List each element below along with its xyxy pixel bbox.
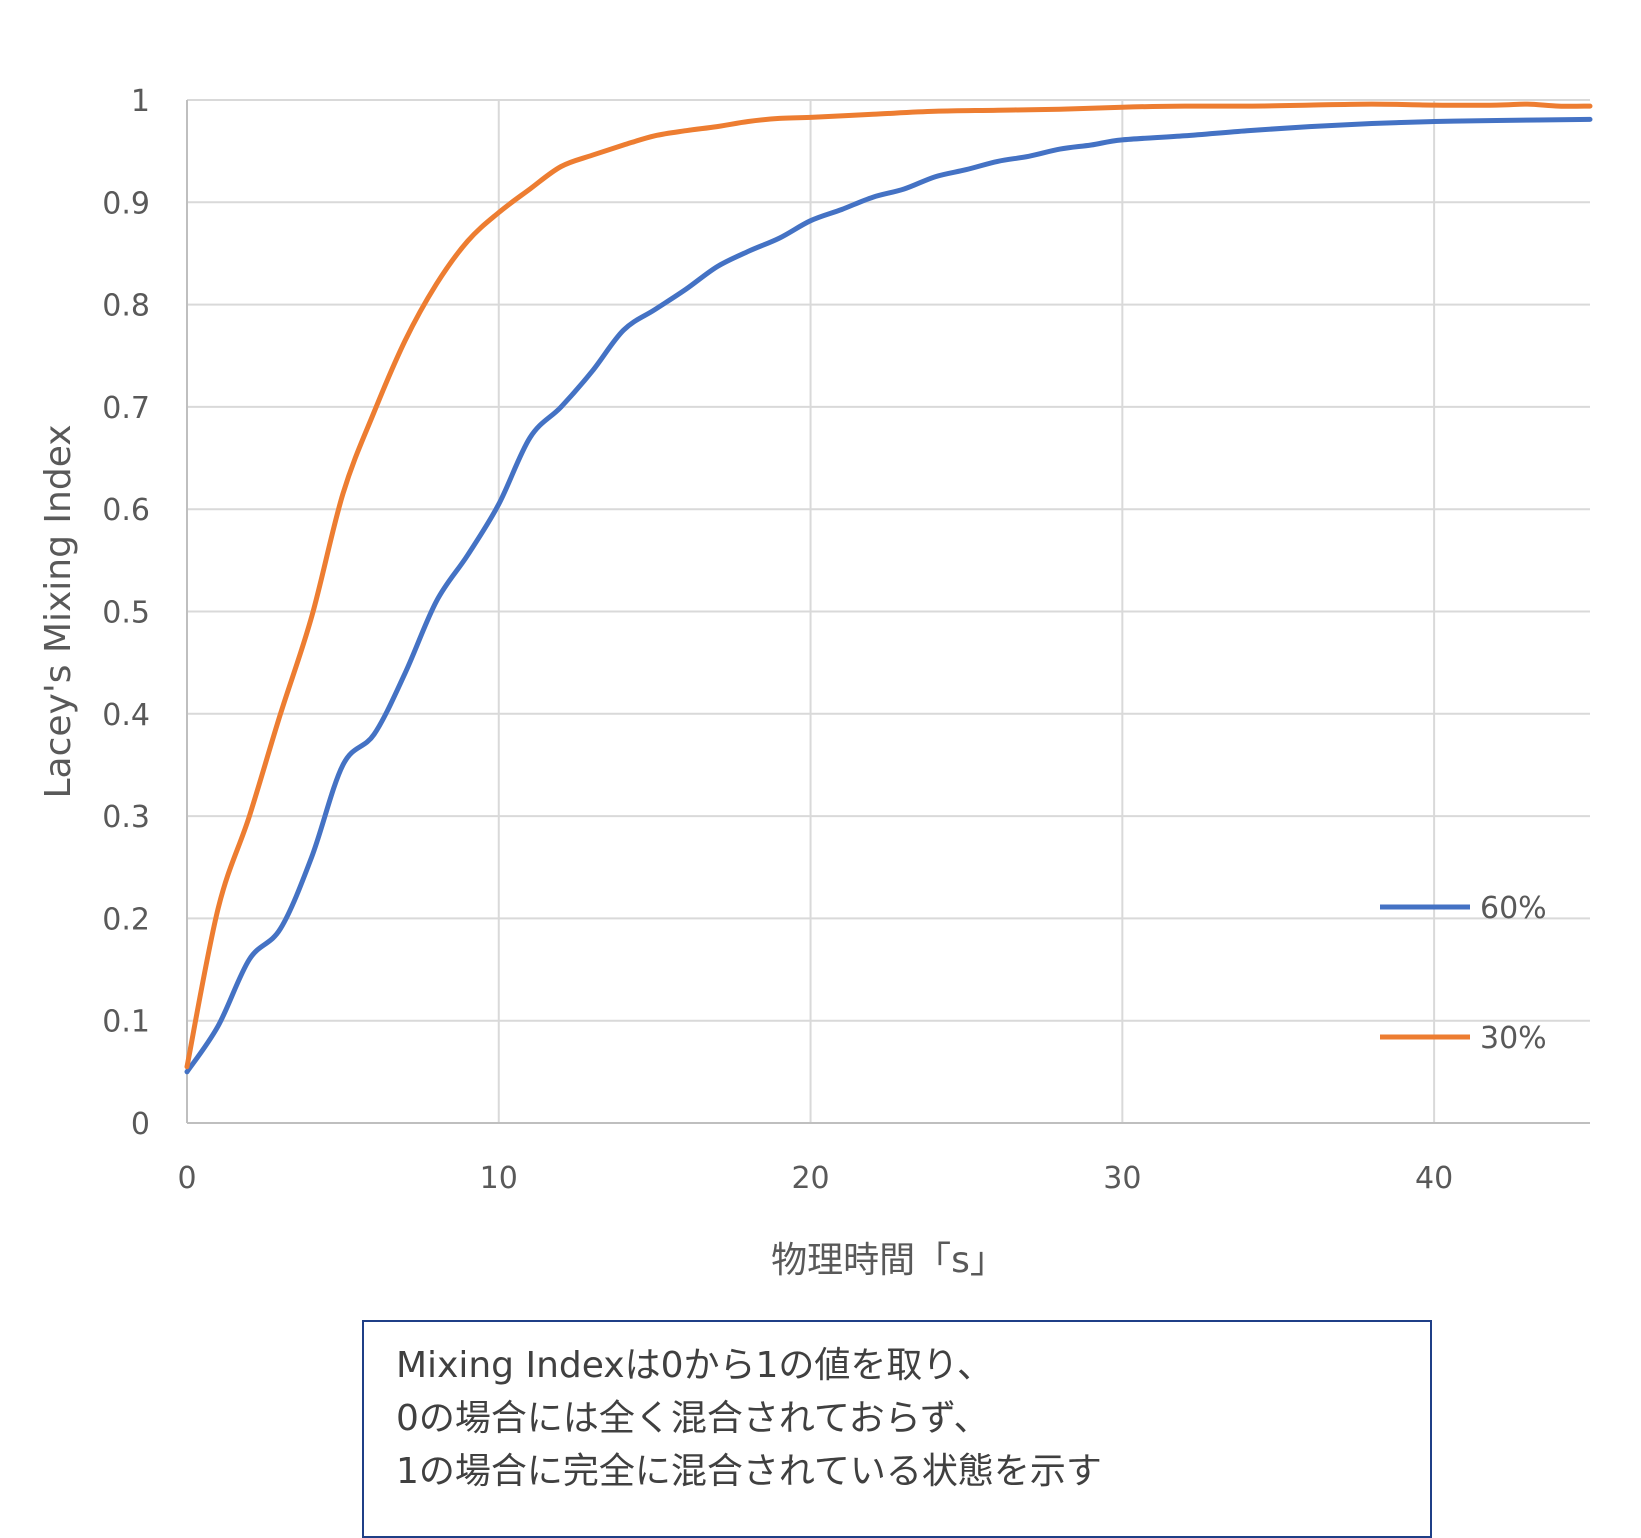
y-axis-title: Lacey's Mixing Index	[38, 424, 79, 798]
axes	[186, 100, 1590, 1124]
y-tick-label: 0.5	[102, 596, 150, 631]
series-lines	[184, 101, 1593, 1075]
y-tick-label: 1	[131, 84, 150, 119]
y-tick-label: 0.4	[102, 698, 150, 733]
x-axis-title: 物理時間「s」	[771, 1240, 1006, 1281]
x-tick-label: 40	[1415, 1161, 1453, 1196]
x-tick-label: 20	[791, 1161, 829, 1196]
y-tick-label: 0.7	[102, 391, 150, 426]
series-line-1	[184, 101, 1593, 1070]
x-tick-label: 0	[177, 1161, 196, 1196]
y-tick-labels: 0 0.1 0.2 0.3 0.4 0.5 0.6 0.7 0.8 0.9 1	[102, 84, 150, 1142]
y-tick-label: 0	[131, 1107, 150, 1142]
legend-label-1: 30%	[1480, 1021, 1547, 1056]
x-tick-label: 30	[1103, 1161, 1141, 1196]
y-tick-label: 0.1	[102, 1005, 150, 1040]
y-tick-label: 0.9	[102, 186, 150, 221]
y-tick-label: 0.6	[102, 493, 150, 528]
x-tick-label: 10	[480, 1161, 518, 1196]
legend-label-0: 60%	[1480, 891, 1547, 926]
note-line-3: 1の場合に完全に混合されている状態を示す	[396, 1451, 1102, 1492]
explanation-note-box: Mixing Indexは0から1の値を取り、 0の場合には全く混合されておらず…	[362, 1320, 1432, 1538]
line-chart: 0 10 20 30 40 00.10.20.30.40.50.60.70.80.91 …	[38, 84, 1593, 1281]
note-line-1: Mixing Indexは0から1の値を取り、	[396, 1345, 993, 1386]
series-line-0	[184, 116, 1593, 1075]
x-tick-labels: 0 10 20 30 40	[177, 1161, 1453, 1196]
grid-lines	[187, 99, 1590, 1123]
y-tick-label: 0.3	[102, 800, 150, 835]
legend: 60% 30%	[1380, 891, 1547, 1056]
y-tick-label: 0.2	[102, 902, 150, 937]
y-tick-label: 0.8	[102, 289, 150, 324]
note-line-2: 0の場合には全く混合されておらず、	[396, 1398, 990, 1439]
